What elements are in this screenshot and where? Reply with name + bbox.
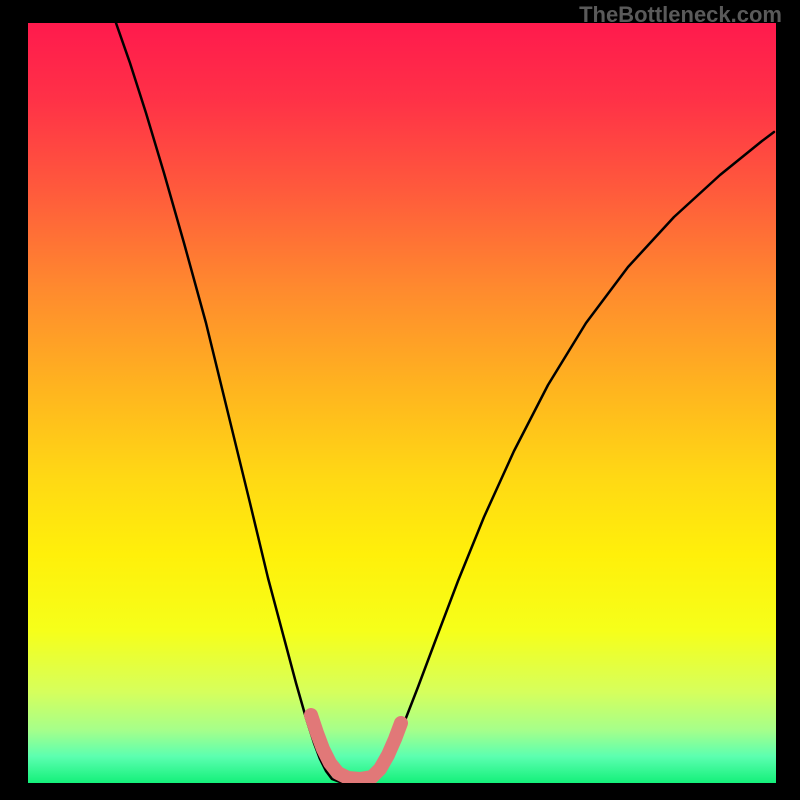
watermark-label: TheBottleneck.com <box>579 2 782 28</box>
curve-overlay <box>28 23 776 783</box>
chart-canvas: TheBottleneck.com <box>0 0 800 800</box>
plot-area <box>28 23 776 783</box>
bottleneck-curve <box>116 23 774 783</box>
